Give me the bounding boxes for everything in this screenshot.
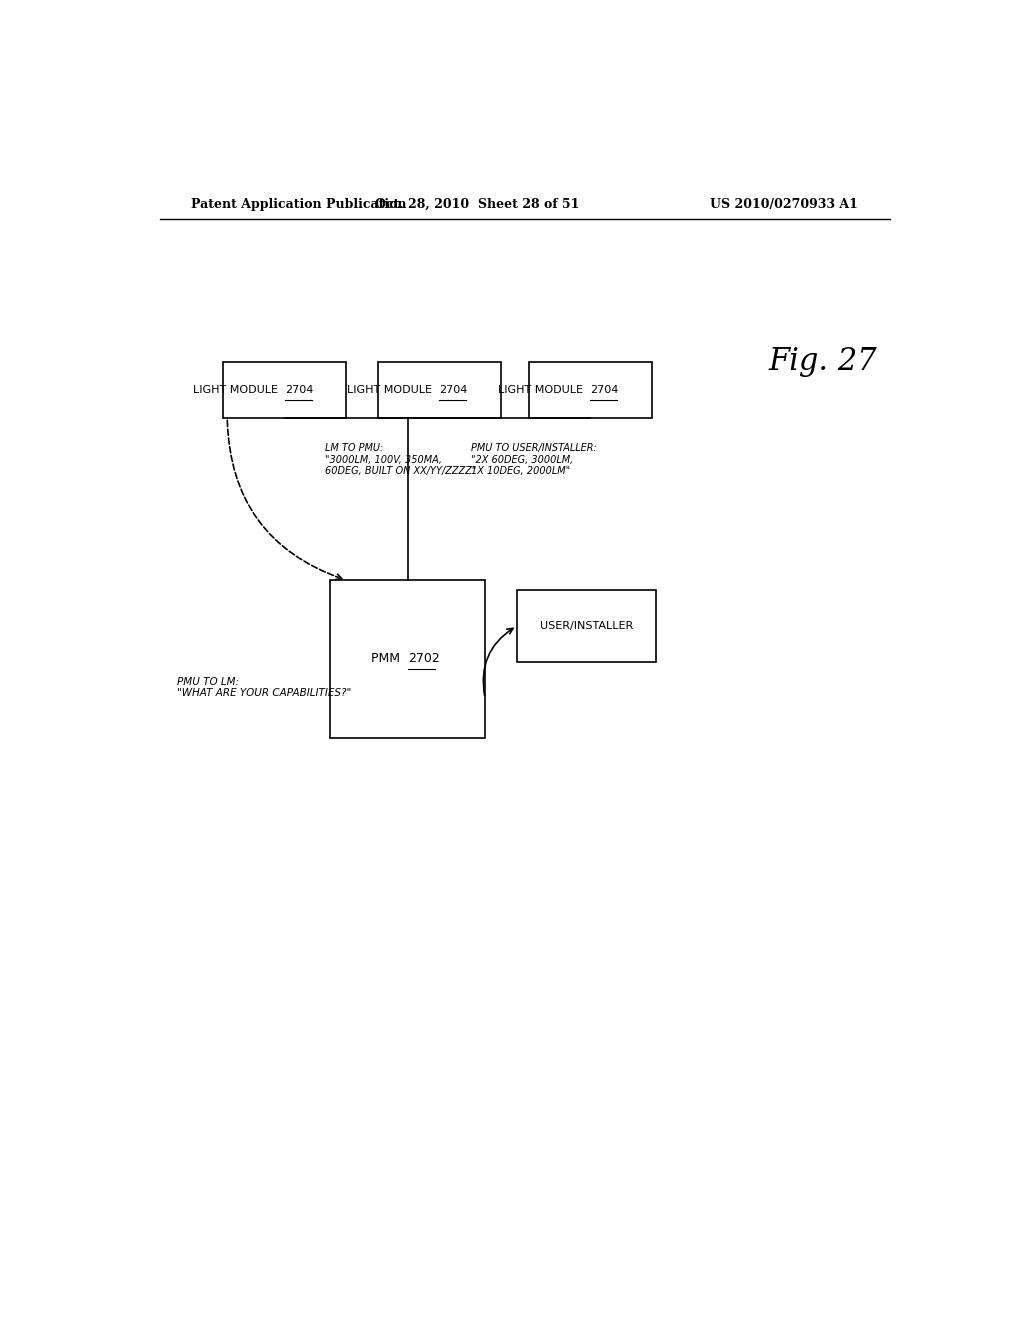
Text: PMU TO USER/INSTALLER:
"2X 60DEG, 3000LM,
1X 10DEG, 2000LM": PMU TO USER/INSTALLER: "2X 60DEG, 3000LM…: [471, 444, 597, 477]
FancyBboxPatch shape: [528, 362, 652, 417]
Text: LM TO PMU:
"3000LM, 100V, 350MA,
60DEG, BUILT ON XX/YY/ZZZZ": LM TO PMU: "3000LM, 100V, 350MA, 60DEG, …: [325, 444, 476, 477]
Text: 2702: 2702: [408, 652, 439, 665]
Text: PMM: PMM: [371, 652, 408, 665]
Text: Patent Application Publication: Patent Application Publication: [191, 198, 407, 211]
Text: LIGHT MODULE: LIGHT MODULE: [499, 384, 590, 395]
Text: LIGHT MODULE: LIGHT MODULE: [193, 384, 285, 395]
Text: 2704: 2704: [439, 384, 468, 395]
Text: US 2010/0270933 A1: US 2010/0270933 A1: [711, 198, 858, 211]
Text: LIGHT MODULE: LIGHT MODULE: [347, 384, 439, 395]
FancyBboxPatch shape: [331, 581, 485, 738]
Text: 2704: 2704: [590, 384, 618, 395]
Text: 2704: 2704: [285, 384, 313, 395]
FancyBboxPatch shape: [378, 362, 501, 417]
Text: PMU TO LM:
"WHAT ARE YOUR CAPABILITIES?": PMU TO LM: "WHAT ARE YOUR CAPABILITIES?": [177, 677, 351, 698]
FancyBboxPatch shape: [223, 362, 346, 417]
FancyBboxPatch shape: [517, 590, 655, 661]
Text: Oct. 28, 2010  Sheet 28 of 51: Oct. 28, 2010 Sheet 28 of 51: [375, 198, 580, 211]
Text: Fig. 27: Fig. 27: [768, 346, 877, 378]
Text: USER/INSTALLER: USER/INSTALLER: [540, 620, 633, 631]
